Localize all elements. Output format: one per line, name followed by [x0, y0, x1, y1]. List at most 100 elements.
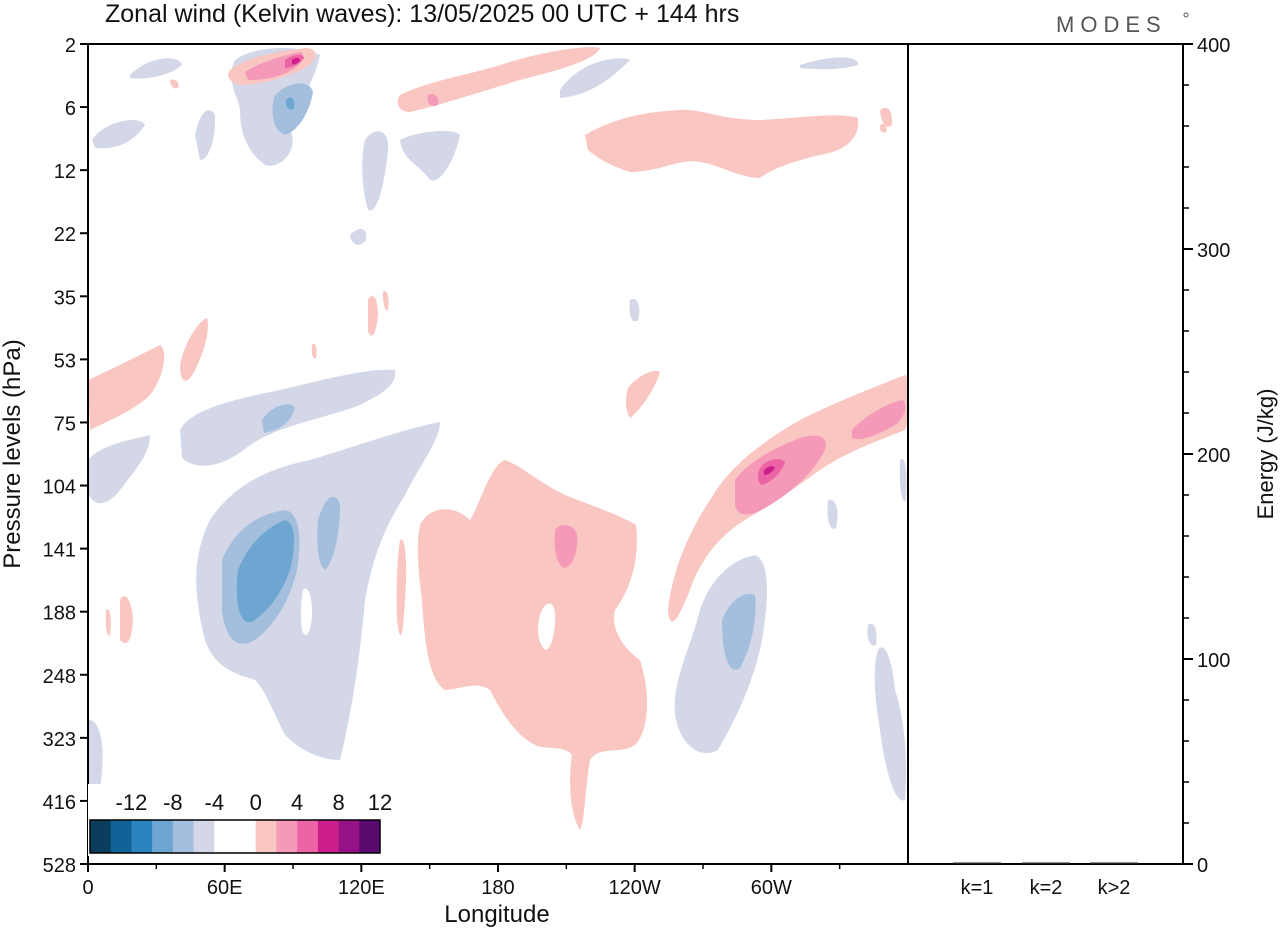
- pos16-diag: [764, 466, 775, 475]
- colorbar-swatch: [297, 820, 319, 853]
- neg-left-edge: [88, 435, 150, 504]
- pressure-tick-label: 141: [43, 540, 76, 562]
- colorbar-swatch: [131, 820, 153, 853]
- pos-small-g: [170, 79, 179, 89]
- pressure-tick-label: 2: [65, 35, 76, 57]
- energy-tick-label: 400: [1197, 35, 1230, 57]
- neg-small-1: [92, 120, 145, 149]
- pressure-tick-label: 416: [43, 792, 76, 814]
- pressure-tick-label: 75: [54, 413, 76, 435]
- colorbar-swatch: [90, 820, 112, 853]
- energy-category-label: k=1: [961, 877, 994, 899]
- neg-small-6: [899, 459, 907, 501]
- pos16-top: [292, 57, 300, 65]
- energy-axis: 0 100 200 300 400: [1183, 35, 1230, 877]
- x-axis-label: Longitude: [444, 901, 549, 928]
- neg-small-4: [827, 499, 838, 529]
- longitude-tick-label: 60W: [751, 877, 792, 899]
- colorbar-label: 4: [291, 790, 303, 815]
- logo-registered-mark: [1183, 12, 1189, 18]
- chart-title: Zonal wind (Kelvin waves): 13/05/2025 00…: [105, 0, 739, 28]
- pos-upper-right: [585, 109, 859, 178]
- energy-axis-label: Energy (J/kg): [1253, 389, 1278, 520]
- neg-mid-upper-2: [400, 130, 460, 181]
- positive-4-regions: [88, 47, 908, 830]
- pressure-axis: 2 6 12 22 35 53 75 104 141 188 248 323 416 528: [43, 35, 88, 877]
- colorbar-swatch: [338, 820, 360, 853]
- energy-category-label: k>2: [1098, 877, 1131, 899]
- pressure-tick-label: 528: [43, 855, 76, 877]
- neg12-upper: [285, 97, 295, 110]
- energy-bar-k=1: [953, 862, 1001, 864]
- hole-1: [538, 603, 556, 650]
- neg-top-strip-3: [800, 57, 859, 70]
- pressure-tick-label: 22: [54, 224, 76, 246]
- neg8-side: [317, 496, 340, 570]
- pressure-tick-label: 323: [43, 729, 76, 751]
- pos-small-c: [311, 343, 317, 359]
- y-axis-label: Pressure levels (hPa): [0, 339, 26, 568]
- positive-16-regions: [292, 57, 775, 475]
- colorbar-swatch: [317, 820, 339, 853]
- pos8-small-top: [427, 94, 439, 106]
- pos-small-a: [368, 296, 378, 336]
- pos-small-d: [396, 539, 407, 636]
- energy-tick-label: 200: [1197, 445, 1230, 467]
- colorbar-label: 0: [250, 790, 262, 815]
- pressure-tick-label: 248: [43, 666, 76, 688]
- energy-panel-frame: [907, 43, 1184, 865]
- colorbar-swatch: [255, 820, 277, 853]
- longitude-axis: 0 60E 120E 180 120W 60W: [82, 864, 841, 899]
- colorbar-label: -8: [163, 790, 183, 815]
- pos8-central: [554, 525, 578, 568]
- pos-upper-right-2: [880, 107, 893, 127]
- neg-small-2: [350, 228, 367, 245]
- neg-mid-upper-1: [195, 110, 216, 160]
- pressure-tick-label: 6: [65, 98, 76, 120]
- colorbar-swatch: [110, 820, 132, 853]
- colorbar-swatch: [214, 820, 236, 853]
- neg8-upper: [272, 83, 313, 135]
- pos8-right: [852, 400, 906, 440]
- colorbar-border: [89, 819, 381, 854]
- modes-logo: MODES: [1056, 12, 1167, 37]
- neg-top-strip-2: [560, 58, 630, 98]
- pressure-tick-label: 188: [43, 603, 76, 625]
- colorbar-swatch: [359, 820, 381, 853]
- negative-12-regions: [236, 97, 295, 623]
- hole-2: [300, 588, 312, 635]
- pos-small-b: [383, 290, 389, 311]
- pos-small-e: [120, 596, 133, 644]
- neg8-75: [262, 404, 295, 433]
- neg-right-edge: [874, 647, 907, 801]
- colorbar-label: 12: [368, 790, 392, 815]
- pos-big-central: [417, 460, 647, 830]
- longitude-tick-label: 0: [82, 877, 93, 899]
- energy-tick-label: 100: [1197, 650, 1230, 672]
- pos-left-35: [180, 318, 208, 381]
- energy-tick-label: 0: [1197, 855, 1208, 877]
- colorbar-label: -12: [116, 790, 148, 815]
- pos-top-band: [397, 47, 600, 113]
- neg-small-5: [867, 623, 877, 646]
- energy-bars: k=1 k=2 k>2: [953, 862, 1138, 899]
- contour-field: [88, 47, 908, 830]
- pos-small-h: [879, 123, 887, 133]
- neg12-core: [236, 520, 295, 623]
- colorbar-swatch: [276, 820, 298, 853]
- pos-mid-35: [625, 370, 660, 418]
- neg-small-3: [629, 298, 640, 322]
- pos-diagonal-band: [668, 375, 908, 622]
- energy-bar-k=2: [1022, 862, 1070, 864]
- pos12-diag: [757, 459, 785, 485]
- pos-left-53: [88, 345, 165, 430]
- neg8-right: [722, 593, 756, 670]
- colorbar-swatch: [235, 820, 257, 853]
- pressure-tick-label: 35: [54, 287, 76, 309]
- longitude-tick-label: 60E: [207, 877, 243, 899]
- neg-mid-upper-3: [362, 131, 389, 211]
- longitude-tick-label: 120W: [609, 877, 661, 899]
- pressure-tick-label: 12: [54, 161, 76, 183]
